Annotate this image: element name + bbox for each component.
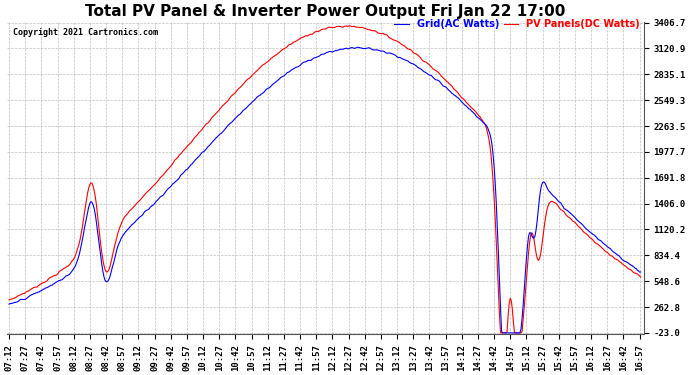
PV Panels(DC Watts) bbox=[636, 275, 644, 279]
PV Panels(DC Watts) bbox=[391, 38, 399, 42]
Line: PV Panels(DC Watts): PV Panels(DC Watts) bbox=[9, 26, 640, 333]
PV Panels(DC Watts) bbox=[366, 27, 374, 32]
Grid(AC Watts) bbox=[391, 53, 399, 57]
Grid(AC Watts) bbox=[353, 45, 362, 50]
Grid(AC Watts) bbox=[493, 224, 502, 228]
PV Panels(DC Watts) bbox=[346, 24, 354, 28]
Grid(AC Watts) bbox=[5, 302, 13, 306]
Title: Total PV Panel & Inverter Power Output Fri Jan 22 17:00: Total PV Panel & Inverter Power Output F… bbox=[85, 4, 566, 19]
PV Panels(DC Watts) bbox=[496, 331, 504, 335]
Grid(AC Watts) bbox=[636, 270, 644, 274]
Grid(AC Watts) bbox=[609, 249, 617, 254]
PV Panels(DC Watts) bbox=[5, 298, 13, 302]
Grid(AC Watts) bbox=[52, 280, 61, 284]
PV Panels(DC Watts) bbox=[493, 262, 502, 267]
Grid(AC Watts) bbox=[498, 331, 506, 335]
Text: Copyright 2021 Cartronics.com: Copyright 2021 Cartronics.com bbox=[13, 28, 158, 37]
Grid(AC Watts) bbox=[366, 46, 374, 50]
Legend: Grid(AC Watts), PV Panels(DC Watts): Grid(AC Watts), PV Panels(DC Watts) bbox=[391, 15, 644, 33]
PV Panels(DC Watts) bbox=[52, 273, 61, 278]
Line: Grid(AC Watts): Grid(AC Watts) bbox=[9, 47, 640, 333]
PV Panels(DC Watts) bbox=[564, 215, 573, 219]
Grid(AC Watts) bbox=[564, 209, 573, 214]
PV Panels(DC Watts) bbox=[609, 254, 617, 259]
